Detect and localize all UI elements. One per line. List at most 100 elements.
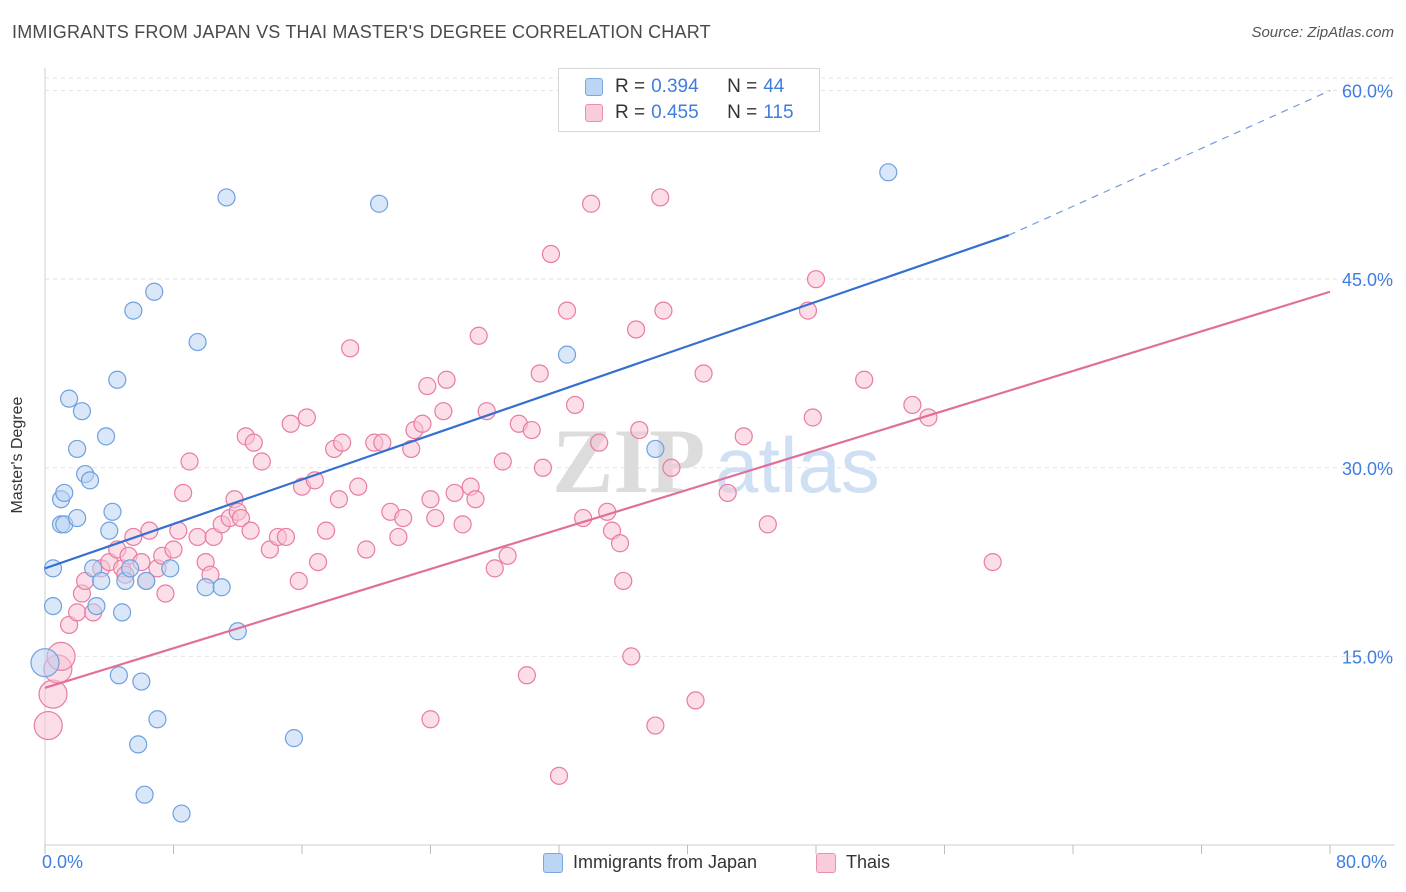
japan-point-29 [145,282,164,301]
y-tick-label-0: 15.0% [1342,647,1393,667]
stats-legend-row-japan: R = 0.394 N = 44 [585,75,784,99]
thais-point-64 [421,490,440,509]
y-axis-label: Master's Degree [9,396,26,514]
thais-point-52 [341,339,360,358]
japan-point-17 [100,521,119,540]
thais-point-48 [316,521,336,540]
thais-point-97 [651,188,670,207]
thais-point-95 [630,420,649,440]
japan-point-41 [646,439,665,459]
thais-point-81 [533,458,553,477]
thais-point-69 [453,515,472,534]
thais-point-45 [297,408,316,427]
thais-point-68 [445,483,464,503]
thais-point-71 [466,490,485,509]
thais-point-67 [437,370,456,389]
japan-point-31 [161,559,180,578]
y-tick-label-2: 45.0% [1342,270,1393,290]
thais-point-37 [244,433,263,452]
thais-n-value: 115 [763,102,794,123]
watermark-zip: ZIP [552,410,705,512]
thais-point-60 [402,439,421,459]
thais-point-0 [33,710,63,741]
legend-item-thais[interactable]: Thais [816,852,890,873]
japan-point-40 [557,345,577,364]
thais-point-59 [394,508,413,528]
thais-point-84 [557,301,577,320]
thais-point-72 [469,326,488,345]
thais-point-47 [308,552,328,572]
japan-point-9 [68,508,87,528]
japan-point-28 [137,571,156,591]
japan-point-20 [109,666,128,685]
stats-legend-row-thais: R = 0.455 N = 115 [585,101,794,125]
thais-point-96 [646,716,665,735]
legend-item-japan[interactable]: Immigrants from Japan [543,852,757,873]
thais-r-value: 0.455 [651,102,699,123]
thais-trendline [44,290,1331,689]
thais-point-36 [241,521,260,540]
thais-point-91 [610,534,630,553]
thais-point-106 [803,408,822,427]
y-tick-label-3: 60.0% [1342,82,1393,102]
thais-n-label: N = [727,102,758,123]
thais-point-66 [434,402,453,421]
thais-point-74 [485,559,504,578]
thais-point-21 [156,584,175,603]
japan-point-30 [148,710,167,729]
japan-point-23 [121,559,140,578]
thais-point-51 [333,433,352,452]
thais-point-103 [734,427,753,446]
japan-point-2 [43,596,63,616]
thais-point-5 [68,603,87,622]
japan-point-39 [370,194,389,213]
legend-swatch-thais [816,852,836,873]
thais-point-75 [493,452,512,471]
japan-r-value: 0.394 [651,76,699,97]
thais-point-98 [654,301,673,320]
japan-point-8 [68,439,87,459]
thais-point-99 [662,458,681,477]
thais-point-100 [686,691,705,710]
japan-point-7 [59,389,79,408]
japan-swatch [585,78,603,96]
japan-trendline-extension [1008,90,1331,236]
thais-point-43 [289,571,308,591]
stats-legend: R = 0.394 N = 44 R = 0.455 N = 115 [558,68,820,132]
thais-point-58 [389,527,408,547]
legend-label-thais: Thais [846,852,891,872]
thais-point-82 [541,244,561,264]
japan-point-0 [30,648,60,678]
thais-point-24 [174,483,193,503]
thais-point-101 [694,364,713,383]
thais-point-26 [188,527,207,547]
thais-point-102 [718,483,737,503]
thais-point-112 [421,710,440,729]
thais-point-50 [329,490,349,509]
thais-point-108 [855,370,874,389]
thais-point-92 [614,571,633,591]
thais-r-label: R = [615,102,646,123]
japan-point-19 [108,370,127,389]
x-tick-label-max: 80.0% [1336,852,1388,872]
legend-label-japan: Immigrants from Japan [573,852,758,872]
japan-point-5 [55,483,74,503]
japan-point-27 [135,785,154,804]
japan-point-34 [196,578,215,597]
thais-point-85 [565,395,585,415]
japan-point-33 [188,332,207,352]
thais-point-22 [164,540,183,559]
x-tick-label-min: 0.0% [42,852,84,872]
y-tick-label-1: 30.0% [1342,459,1393,479]
thais-point-104 [758,515,777,534]
thais-points [33,188,1002,785]
thais-point-107 [806,270,826,289]
watermark: ZIP atlas [552,410,880,512]
japan-point-12 [80,471,100,490]
thais-point-80 [530,364,549,383]
thais-point-25 [180,452,199,471]
thais-point-62 [413,414,432,433]
thais-point-34 [231,508,251,528]
japan-point-35 [212,578,231,597]
